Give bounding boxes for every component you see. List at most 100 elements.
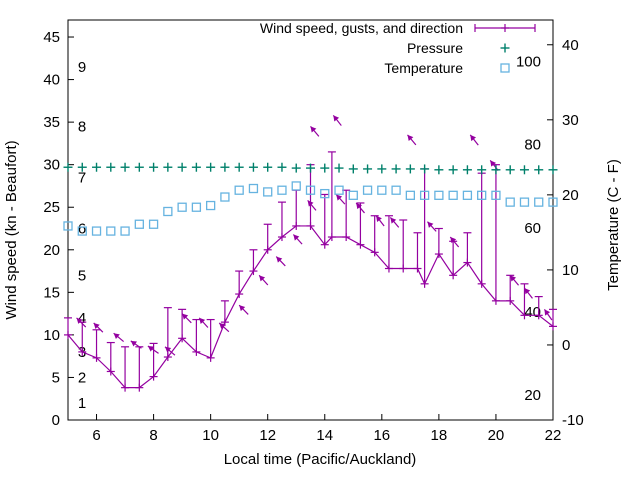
wind-direction-arrow: [509, 274, 520, 286]
temperature-marker: [191, 202, 202, 212]
temperature-marker: [163, 206, 173, 217]
wind-direction-arrow: [238, 304, 249, 315]
temperature-marker: [477, 190, 487, 200]
temperature-marker: [419, 190, 430, 200]
wind-direction-arrow: [523, 287, 533, 299]
temperature-marker: [491, 190, 501, 200]
wind-direction-arrow: [198, 317, 209, 328]
temperature-marker: [63, 221, 73, 231]
temperature-marker: [377, 185, 387, 195]
x-tick-label: 10: [202, 427, 219, 444]
temperature-marker: [248, 183, 259, 194]
temperature-marker: [120, 226, 130, 236]
y-tick-label: 30: [43, 157, 60, 174]
legend-label-1: Pressure: [407, 40, 463, 56]
y-tick-label: 45: [43, 29, 60, 46]
wind-direction-arrow: [113, 332, 124, 343]
y-tick-label: 0: [52, 412, 60, 429]
temperature-marker: [462, 190, 473, 200]
beaufort-label: 2: [78, 369, 86, 386]
wind-direction-arrow: [164, 346, 176, 356]
temperature-marker: [291, 181, 301, 191]
y-axis-title: Wind speed (kn - Beaufort): [3, 140, 20, 319]
y-tick-label: 5: [52, 369, 60, 386]
fahrenheit-label: 40: [524, 304, 541, 321]
temperature-marker: [134, 219, 144, 229]
temperature-marker: [148, 219, 159, 229]
x-tick-label: 12: [259, 427, 276, 444]
beaufort-label: 4: [78, 310, 86, 327]
x-tick-label: 22: [545, 427, 562, 444]
legend-sample-temperature: [500, 63, 510, 73]
temperature-marker: [448, 190, 458, 200]
x-axis-title: Local time (Pacific/Auckland): [224, 451, 417, 468]
wind-direction-arrow: [335, 194, 346, 205]
y2-tick-label: 30: [562, 112, 579, 129]
wind-direction-arrow: [469, 134, 479, 146]
temperature-marker: [305, 185, 316, 195]
temperature-marker: [220, 192, 230, 202]
temperature-marker: [263, 187, 273, 197]
temperature-marker: [106, 226, 116, 236]
y2-axis-title: Temperature (C - F): [605, 159, 622, 291]
wind-direction-arrow: [332, 114, 342, 126]
temperature-marker: [234, 185, 244, 195]
wind-direction-arrow: [258, 274, 269, 286]
y2-tick-label: 20: [562, 187, 579, 204]
beaufort-label: 9: [78, 59, 86, 76]
y-tick-label: 10: [43, 327, 60, 344]
temperature-marker: [405, 190, 416, 200]
beaufort-label: 1: [78, 395, 86, 412]
wind-direction-arrow: [407, 134, 417, 146]
plot-frame: [67, 19, 554, 421]
wind-direction-arrow: [130, 340, 142, 349]
legend-label-2: Temperature: [384, 60, 463, 76]
wind-direction-arrow: [307, 200, 317, 211]
wind-direction-arrow: [275, 256, 286, 267]
temperature-marker: [519, 197, 530, 207]
temperature-marker: [177, 202, 187, 212]
wind-direction-arrow: [543, 309, 553, 321]
y2-tick-label: 40: [562, 37, 579, 54]
beaufort-label: 6: [78, 221, 86, 238]
fahrenheit-label: 20: [524, 387, 541, 404]
y-tick-label: 15: [43, 284, 60, 301]
wind-direction-arrow: [449, 236, 460, 248]
beaufort-label: 7: [78, 169, 86, 186]
wind-direction-arrow: [389, 217, 400, 228]
temperature-marker: [91, 226, 102, 236]
wind-direction-arrow: [76, 317, 87, 328]
y-tick-label: 35: [43, 114, 60, 131]
temperature-marker: [548, 197, 558, 207]
y-tick-label: 20: [43, 242, 60, 259]
x-tick-label: 6: [92, 427, 100, 444]
beaufort-label: 8: [78, 118, 86, 135]
beaufort-label: 5: [78, 267, 86, 284]
temperature-marker: [505, 197, 515, 207]
temperature-marker: [348, 190, 358, 200]
wind-direction-arrow: [147, 345, 159, 354]
fahrenheit-label: 60: [524, 220, 541, 237]
wind-direction-arrow: [375, 215, 385, 227]
legend-label-0: Wind speed, gusts, and direction: [260, 20, 463, 36]
temperature-marker: [362, 185, 373, 195]
temperature-marker: [534, 197, 544, 207]
x-tick-label: 8: [149, 427, 157, 444]
temperature-marker: [320, 188, 330, 199]
wind-direction-arrow: [355, 202, 365, 214]
y2-tick-label: 10: [562, 262, 579, 279]
x-tick-label: 16: [373, 427, 390, 444]
temperature-marker: [277, 185, 287, 195]
wind-direction-arrow: [310, 125, 320, 137]
temperature-marker: [391, 185, 401, 195]
temperature-marker: [334, 185, 344, 195]
x-tick-label: 20: [488, 427, 505, 444]
wind-direction-arrow: [489, 160, 499, 172]
wind-direction-arrow: [93, 322, 104, 333]
fahrenheit-label: 100: [516, 53, 541, 70]
x-tick-label: 18: [431, 427, 448, 444]
y-tick-label: 25: [43, 199, 60, 216]
fahrenheit-label: 80: [524, 137, 541, 154]
wind-speed-line: [67, 225, 554, 389]
